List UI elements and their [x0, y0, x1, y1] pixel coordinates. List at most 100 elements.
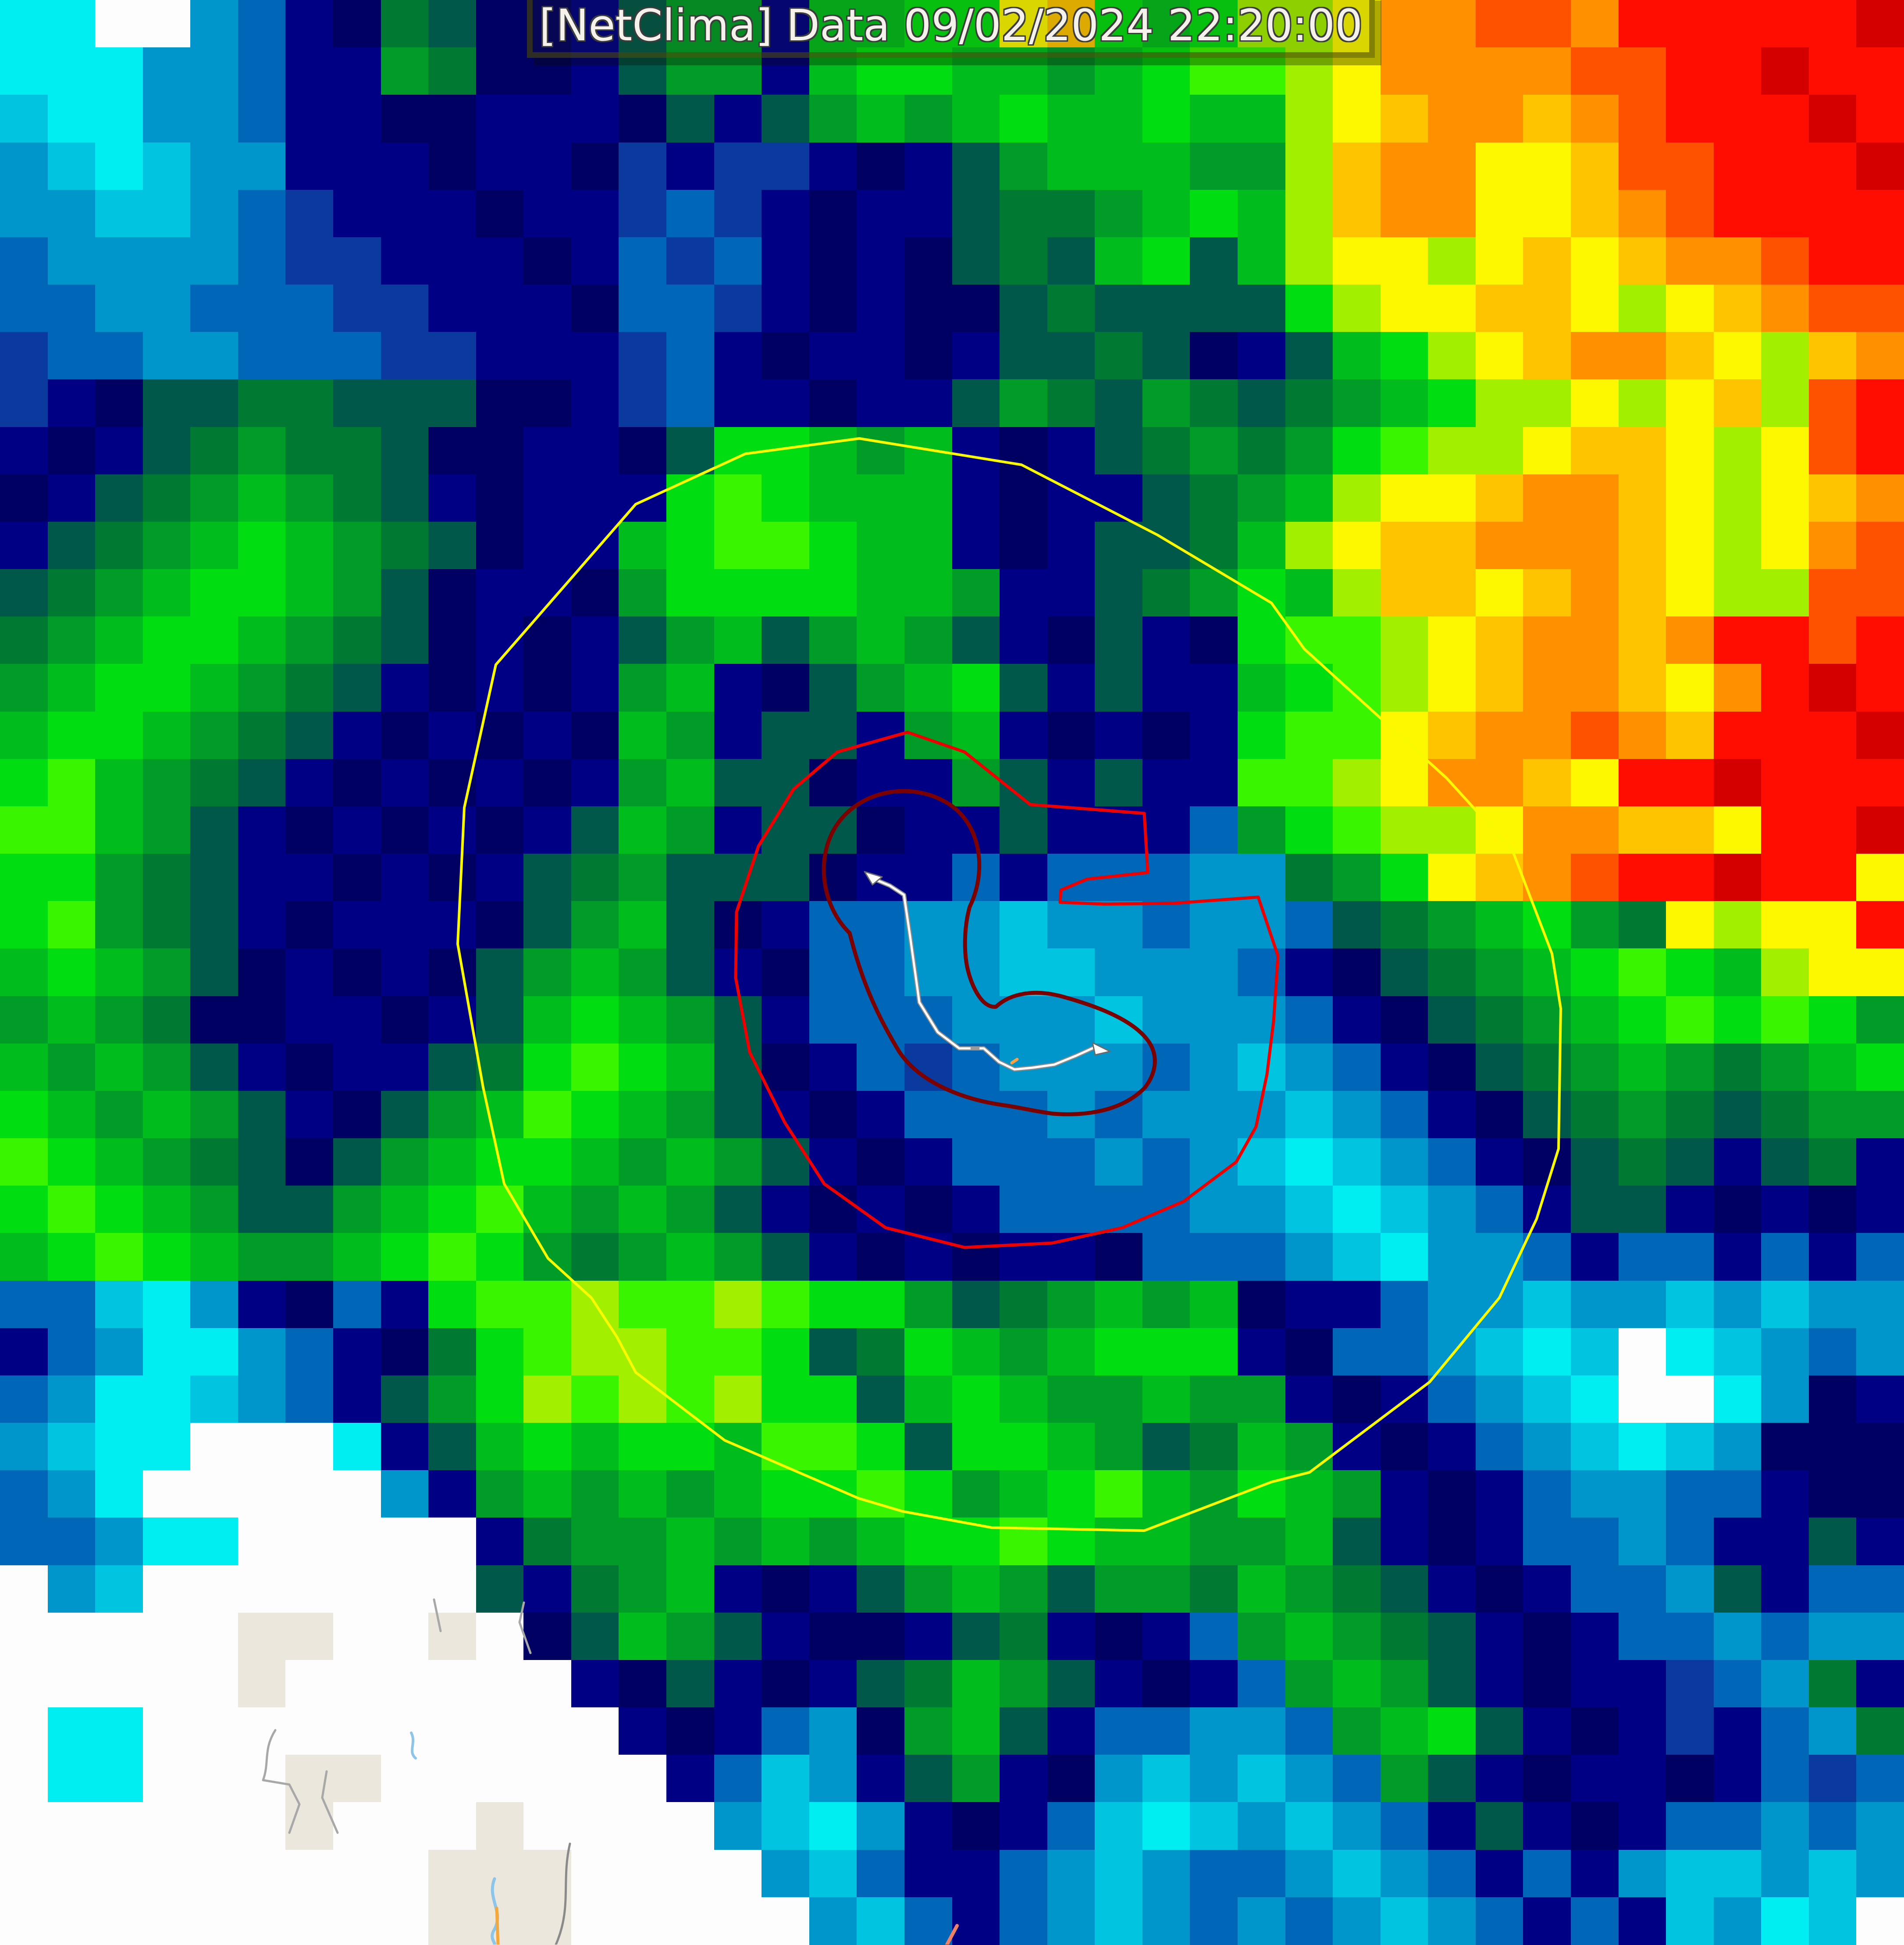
grid-cell [1095, 189, 1143, 238]
grid-cell [523, 427, 572, 475]
title-bar: [NetClima] Data 09/02/2024 22:20:00 [527, 0, 1375, 58]
grid-cell [952, 95, 1000, 143]
grid-cell [1285, 95, 1333, 143]
grid-cell [381, 189, 429, 238]
grid-cell [1190, 1802, 1238, 1850]
grid-cell [1095, 664, 1143, 712]
grid-cell [1666, 1090, 1714, 1139]
grid-cell [1095, 759, 1143, 807]
grid-cell [0, 1897, 48, 1945]
grid-cell [0, 1849, 48, 1898]
grid-cell [571, 664, 619, 712]
grid-cell [762, 1518, 810, 1566]
grid-cell [1095, 1755, 1143, 1803]
grid-cell [857, 996, 905, 1044]
grid-cell [1095, 1233, 1143, 1281]
grid-cell [1380, 427, 1428, 475]
grid-cell [809, 1565, 857, 1613]
grid-cell [904, 569, 953, 617]
grid-cell [1618, 1518, 1666, 1566]
grid-cell [1142, 1233, 1190, 1281]
grid-cell [1380, 1755, 1428, 1803]
grid-cell [1380, 806, 1428, 854]
grid-cell [1761, 521, 1809, 570]
grid-cell [476, 142, 524, 190]
grid-cell [666, 474, 715, 522]
grid-cell [1761, 948, 1809, 997]
grid-cell [238, 285, 286, 332]
grid-cell [142, 1470, 191, 1518]
grid-cell [1808, 95, 1857, 143]
grid-cell [1285, 521, 1333, 570]
grid-cell [1713, 901, 1762, 949]
grid-cell [333, 1470, 381, 1518]
grid-cell [857, 379, 905, 427]
grid-cell [952, 854, 1000, 901]
grid-cell [1237, 1897, 1286, 1945]
grid-cell [1808, 237, 1857, 285]
grid-cell [428, 1043, 477, 1091]
grid-cell [1047, 1802, 1095, 1850]
grid-cell [190, 1375, 238, 1423]
grid-cell [1523, 616, 1571, 664]
grid-cell [1856, 1565, 1904, 1613]
grid-cell [1000, 1090, 1048, 1139]
grid-cell [904, 711, 953, 759]
grid-cell [95, 1328, 143, 1376]
grid-cell [1380, 948, 1428, 997]
grid-cell [1285, 474, 1333, 522]
grid-cell [571, 474, 619, 522]
grid-cell [1333, 1043, 1381, 1091]
grid-cell [1808, 1423, 1857, 1471]
grid-cell [714, 332, 762, 380]
grid-cell [1570, 1423, 1619, 1471]
grid-cell [1142, 1707, 1190, 1755]
grid-cell [1142, 1470, 1190, 1518]
grid-cell [1475, 854, 1523, 901]
grid-cell [1618, 1186, 1666, 1234]
grid-cell [1475, 47, 1523, 95]
grid-cell [95, 759, 143, 807]
grid-cell [1523, 521, 1571, 570]
grid-cell [0, 1755, 48, 1803]
grid-cell [952, 1328, 1000, 1376]
grid-cell [476, 1897, 524, 1945]
grid-cell [1285, 1565, 1333, 1613]
grid-cell [1000, 1518, 1048, 1566]
grid-cell [1047, 1233, 1095, 1281]
grid-cell [142, 711, 191, 759]
grid-cell [904, 427, 953, 475]
grid-cell [1095, 1849, 1143, 1898]
grid-cell [857, 1612, 905, 1660]
grid-cell [285, 1233, 334, 1281]
grid-cell [1380, 1043, 1428, 1091]
grid-cell [1142, 1280, 1190, 1329]
grid-cell [904, 1328, 953, 1376]
grid-cell [1047, 1328, 1095, 1376]
grid-cell [904, 1849, 953, 1898]
grid-cell [1618, 569, 1666, 617]
grid-cell [476, 1186, 524, 1234]
grid-cell [1475, 237, 1523, 285]
grid-cell [762, 1375, 810, 1423]
grid-cell [1380, 759, 1428, 807]
grid-cell [809, 901, 857, 949]
grid-cell [1142, 474, 1190, 522]
grid-cell [1618, 47, 1666, 95]
grid-cell [523, 1138, 572, 1186]
grid-cell [1285, 379, 1333, 427]
grid-cell [762, 379, 810, 427]
grid-cell [1095, 1186, 1143, 1234]
grid-cell [95, 1186, 143, 1234]
grid-cell [1713, 379, 1762, 427]
grid-cell [857, 759, 905, 807]
grid-cell [1237, 1518, 1286, 1566]
grid-cell [1095, 854, 1143, 901]
grid-cell [809, 1707, 857, 1755]
grid-cell [47, 237, 96, 285]
grid-cell [381, 1186, 429, 1234]
grid-cell [238, 759, 286, 807]
grid-cell [47, 1897, 96, 1945]
grid-cell [285, 569, 334, 617]
